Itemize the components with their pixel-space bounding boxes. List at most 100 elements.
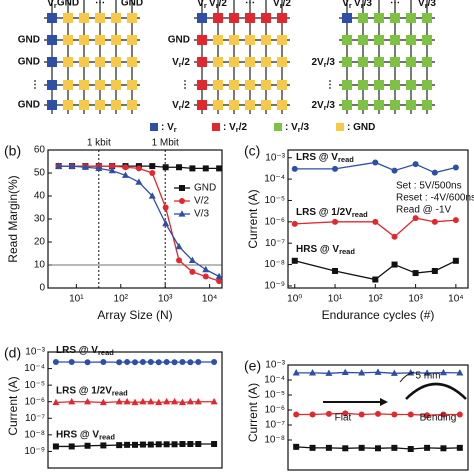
marker	[391, 233, 398, 240]
y-tick-label: 10⁻⁵	[264, 195, 285, 206]
cell	[111, 57, 121, 67]
col-label: ⋯	[390, 0, 400, 9]
cell	[63, 35, 73, 45]
cell	[374, 13, 384, 23]
annotation: Read @ -1V	[396, 205, 452, 216]
marker	[358, 411, 365, 418]
cell	[47, 100, 57, 110]
cell	[213, 13, 223, 23]
cell	[358, 13, 368, 23]
y-axis-label: Read Margin(%)	[6, 175, 20, 262]
marker	[202, 265, 210, 273]
marker	[148, 192, 156, 199]
y-tick-label: 40	[34, 191, 46, 202]
col-label: Vr	[197, 0, 207, 10]
annotation: Bending	[420, 413, 457, 424]
cell	[79, 13, 89, 23]
text-part: : V	[285, 122, 298, 133]
marker	[171, 441, 178, 448]
cell	[245, 57, 255, 67]
x-axis-label: Array Size (N)	[97, 308, 172, 322]
text-part: HRS @ V	[56, 429, 99, 440]
marker	[52, 443, 59, 450]
series-label: LRS @ 1/2Vread	[296, 207, 368, 219]
marker	[407, 411, 414, 418]
marker	[68, 162, 76, 169]
marker	[176, 164, 183, 171]
text-part: /2	[182, 100, 191, 111]
cell	[213, 80, 223, 90]
series-line	[55, 443, 215, 448]
x-tick-label: 10⁴	[448, 294, 463, 305]
marker	[188, 256, 196, 263]
text-part: /3	[327, 100, 336, 111]
marker	[135, 178, 143, 185]
marker	[55, 162, 63, 169]
cell	[79, 57, 89, 67]
marker	[309, 444, 316, 451]
marker	[391, 411, 398, 418]
legend-swatch	[274, 123, 282, 131]
cell	[422, 57, 432, 67]
marker	[342, 410, 349, 417]
row-label: GND	[18, 100, 40, 111]
x-tick-label: 10³	[158, 294, 173, 305]
marker	[332, 267, 339, 274]
marker	[68, 443, 75, 450]
panel-label: (d)	[4, 345, 21, 361]
legend-label: : GND	[347, 122, 375, 133]
cell	[390, 35, 400, 45]
marker	[332, 218, 339, 225]
subscript: read	[98, 348, 114, 357]
legend-label: : Vr/3	[285, 122, 309, 134]
cell	[127, 57, 137, 67]
text-part: LRS @ 1/2V	[296, 207, 352, 218]
marker	[163, 397, 171, 405]
cell	[261, 35, 271, 45]
marker	[139, 397, 147, 405]
subscript: read	[112, 388, 128, 397]
y-tick-label: 10⁻³	[265, 152, 285, 163]
cell	[390, 100, 400, 110]
series-label: LRS @ Vread	[56, 345, 114, 357]
reference-label: 1 Mbit	[152, 138, 179, 149]
marker	[412, 270, 419, 277]
marker	[424, 412, 431, 419]
cell	[111, 80, 121, 90]
cell	[374, 100, 384, 110]
x-tick-label: 10⁴	[202, 294, 217, 305]
marker	[155, 398, 163, 406]
marker	[374, 368, 382, 375]
marker	[431, 267, 438, 274]
text-part: V	[47, 0, 54, 9]
plot-frame	[287, 364, 469, 471]
marker	[291, 257, 298, 264]
series-label: HRS @ Vread	[296, 243, 355, 255]
text-part: LRS @ 1/2V	[56, 385, 112, 396]
marker	[210, 397, 218, 405]
marker	[211, 441, 218, 448]
marker	[456, 444, 463, 451]
y-tick-label: 0	[39, 283, 45, 294]
marker	[100, 358, 107, 365]
subscript: r	[179, 103, 182, 112]
marker	[135, 165, 142, 172]
cell	[229, 80, 239, 90]
cell	[111, 100, 121, 110]
cell	[197, 57, 207, 67]
row-label: 2Vr/3	[312, 57, 336, 69]
x-tick-label: 10¹	[69, 294, 84, 305]
subscript: r	[179, 60, 182, 69]
cell	[245, 80, 255, 90]
subscript: read	[352, 210, 368, 219]
marker	[211, 358, 218, 365]
legend-label: : Vr/2	[223, 122, 247, 134]
cell	[390, 13, 400, 23]
subscript: r	[280, 1, 283, 10]
text-part: : V	[161, 122, 174, 133]
x-tick-label: 10²	[114, 294, 129, 305]
row-label: GND	[168, 35, 190, 46]
marker	[176, 257, 183, 264]
cell	[342, 35, 352, 45]
text-part: /2	[239, 122, 248, 133]
